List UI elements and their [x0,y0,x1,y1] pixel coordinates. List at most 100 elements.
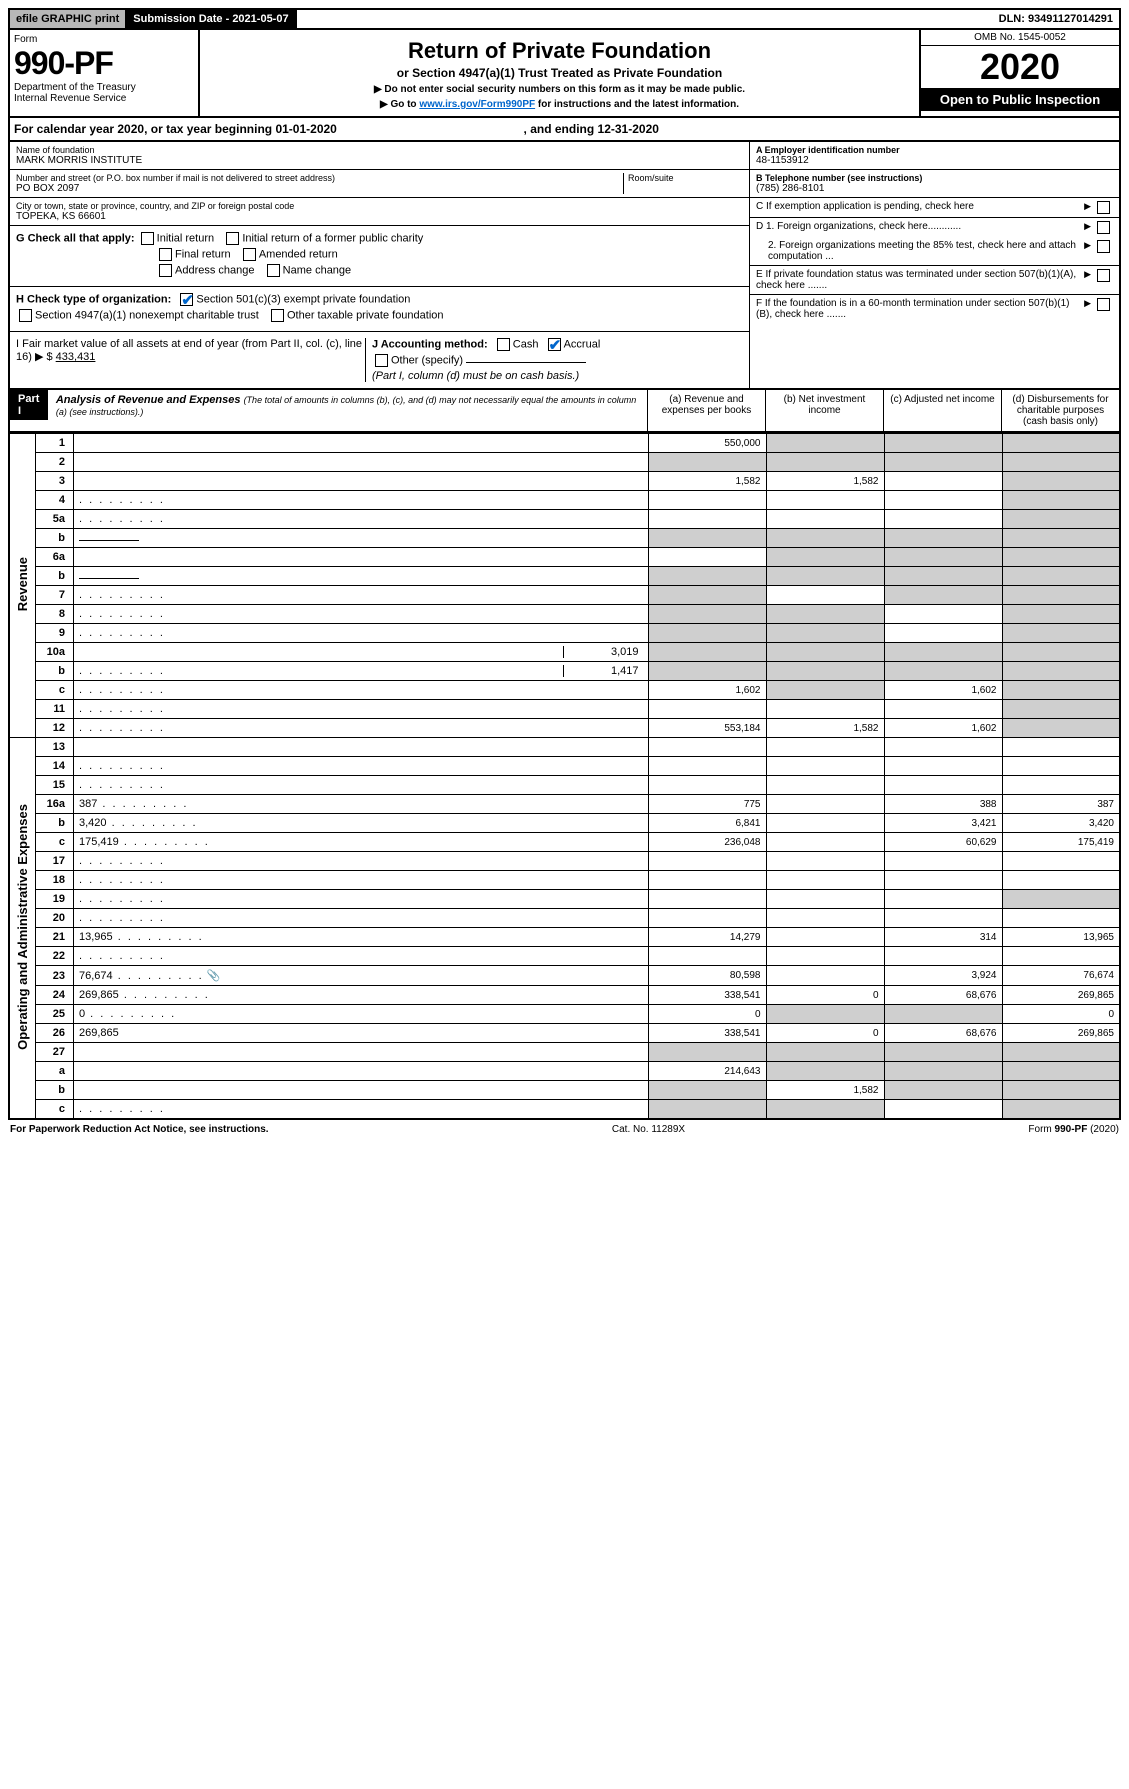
expenses-section-label: Operating and Administrative Expenses [9,738,36,1120]
amount-col-c [884,472,1002,491]
line-description: 387 [74,795,649,814]
line-number: 4 [36,491,74,510]
line-number: 6a [36,548,74,567]
part1-header: Part I Analysis of Revenue and Expenses … [8,390,1121,433]
amount-col-b [766,852,884,871]
amount-col-d [1002,434,1120,453]
initial-former-checkbox[interactable] [226,232,239,245]
efile-button[interactable]: efile GRAPHIC print [10,10,127,28]
amount-col-b [766,567,884,586]
line-description [74,567,649,586]
final-return-checkbox[interactable] [159,248,172,261]
amount-col-d [1002,1100,1120,1120]
amount-col-a [648,852,766,871]
amount-col-a [648,605,766,624]
amount-col-d [1002,1062,1120,1081]
amount-col-a: 775 [648,795,766,814]
amount-col-c [884,1062,1002,1081]
amount-col-a [648,491,766,510]
dln-label: DLN: 93491127014291 [993,10,1119,28]
amount-col-b [766,510,884,529]
amount-col-a [648,700,766,719]
omb-number: OMB No. 1545-0052 [921,30,1119,46]
amount-col-a: 338,541 [648,986,766,1005]
initial-return-checkbox[interactable] [141,232,154,245]
line-description [74,776,649,795]
amount-col-d [1002,757,1120,776]
amount-col-d: 13,965 [1002,928,1120,947]
amount-col-b [766,738,884,757]
amount-col-a: 80,598 [648,966,766,986]
amount-col-d [1002,453,1120,472]
amount-col-d [1002,719,1120,738]
e-checkbox[interactable] [1097,269,1110,282]
line-description [74,586,649,605]
calendar-year-row: For calendar year 2020, or tax year begi… [8,118,1121,142]
4947-checkbox[interactable] [19,309,32,322]
amount-col-b [766,776,884,795]
cash-checkbox[interactable] [497,338,510,351]
amended-return-checkbox[interactable] [243,248,256,261]
f-label: F If the foundation is in a 60-month ter… [756,298,1084,320]
amount-col-c [884,700,1002,719]
amount-col-c [884,1081,1002,1100]
j-note: (Part I, column (d) must be on cash basi… [372,370,743,382]
amount-col-a [648,453,766,472]
amount-col-d [1002,605,1120,624]
line-number: 23 [36,966,74,986]
amount-col-d: 175,419 [1002,833,1120,852]
amount-col-c: 3,924 [884,966,1002,986]
d2-checkbox[interactable] [1097,240,1110,253]
line-number: 19 [36,890,74,909]
amount-col-a [648,947,766,966]
address-change-checkbox[interactable] [159,264,172,277]
amount-col-c [884,510,1002,529]
amount-col-a: 338,541 [648,1024,766,1043]
line-description: 1,417 [74,662,649,681]
amount-col-b [766,681,884,700]
line-number: 2 [36,453,74,472]
other-taxable-checkbox[interactable] [271,309,284,322]
amount-col-a: 553,184 [648,719,766,738]
accrual-checkbox[interactable] [548,338,561,351]
f-checkbox[interactable] [1097,298,1110,311]
tax-year: 2020 [921,46,1119,88]
other-method-checkbox[interactable] [375,354,388,367]
amount-col-a [648,643,766,662]
amount-col-b [766,1100,884,1120]
d1-checkbox[interactable] [1097,221,1110,234]
irs-link[interactable]: www.irs.gov/Form990PF [419,99,535,110]
amount-col-b [766,966,884,986]
name-change-checkbox[interactable] [267,264,280,277]
line-number: 25 [36,1005,74,1024]
line-description [74,1043,649,1062]
amount-col-a [648,548,766,567]
amount-col-c [884,852,1002,871]
line-description: 269,865 [74,986,649,1005]
amount-col-d [1002,776,1120,795]
amount-col-a [648,567,766,586]
line-description [74,1062,649,1081]
amount-col-b [766,947,884,966]
amount-col-c [884,548,1002,567]
amount-col-a: 14,279 [648,928,766,947]
line-description [74,871,649,890]
line-number: 12 [36,719,74,738]
amount-col-b [766,833,884,852]
amount-col-b: 0 [766,986,884,1005]
amount-col-c [884,738,1002,757]
amount-col-d [1002,852,1120,871]
h-label: H Check type of organization: [16,293,171,305]
addr-label: Number and street (or P.O. box number if… [16,173,623,183]
line-number: b [36,529,74,548]
line-description [74,548,649,567]
line-description [74,947,649,966]
line-description [74,738,649,757]
c-checkbox[interactable] [1097,201,1110,214]
amount-col-c: 1,602 [884,719,1002,738]
amount-col-c: 68,676 [884,986,1002,1005]
amount-col-a [648,776,766,795]
line-description [74,757,649,776]
501c3-checkbox[interactable] [180,293,193,306]
line-number: c [36,681,74,700]
